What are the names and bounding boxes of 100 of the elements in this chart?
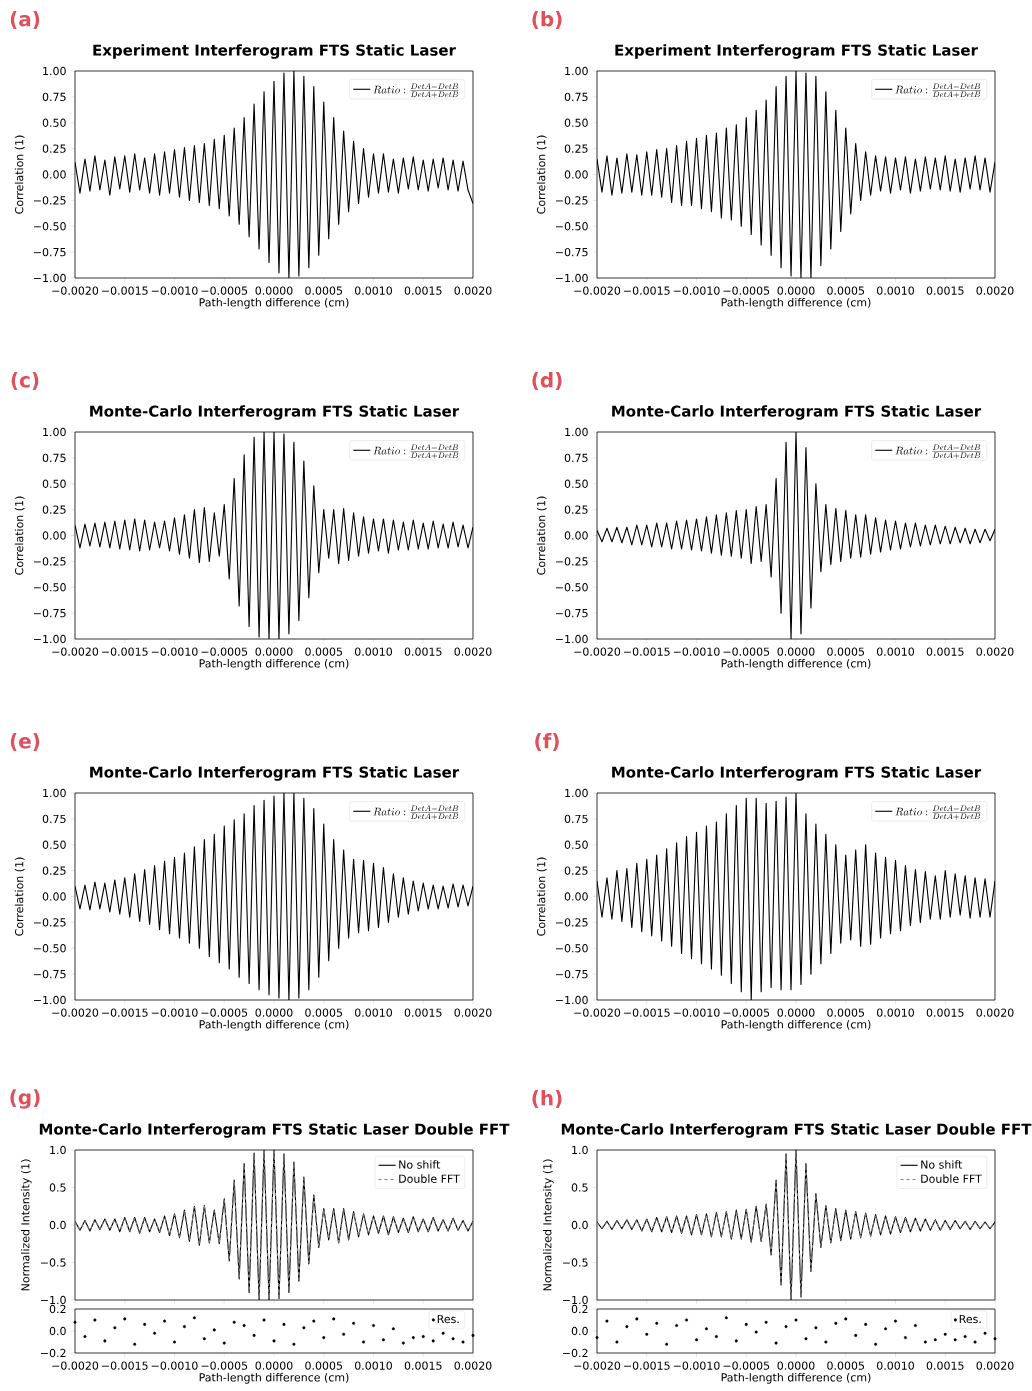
point (854, 1333, 858, 1337)
point (774, 1341, 778, 1345)
x-tick-label: 0.0010 (354, 1361, 392, 1370)
point (993, 1337, 997, 1341)
point (312, 1319, 316, 1323)
x-tick-label: 0.0000 (255, 647, 293, 656)
x-tick-label: 0.0000 (255, 1361, 293, 1370)
point (173, 1340, 176, 1344)
y-tick-label: 0.00 (564, 170, 588, 179)
legend-label: Res. (437, 1314, 459, 1324)
y-tick-label: −0.75 (33, 608, 66, 618)
y-tick-label: 0.25 (42, 144, 66, 153)
y-tick-label: 0.75 (42, 453, 66, 463)
y-axis-title: Correlation (1) (536, 857, 547, 936)
line-series (597, 432, 995, 640)
point (933, 1338, 937, 1342)
x-tick-label: 0.0020 (976, 286, 1014, 295)
x-tick-label: −0.0005 (201, 1008, 248, 1017)
text: (g) (10, 1089, 40, 1109)
y-tick-label: 1.00 (43, 788, 66, 798)
y-tick-label: 0.25 (564, 144, 588, 153)
point (401, 1341, 405, 1345)
x-tick-label: 0.0010 (876, 647, 914, 656)
y-tick-label: −1.00 (33, 273, 66, 283)
legend-label: $Ratio:\frac{DetA-DetB}{DetA+DetB}$ (373, 805, 459, 820)
x-tick-label: 0.0015 (404, 1361, 442, 1370)
y-tick-label: 1.00 (43, 427, 66, 437)
y-tick-label: 0.00 (564, 531, 588, 540)
point (282, 1322, 286, 1326)
x-tick-label: 0.0015 (404, 647, 442, 656)
x-tick-label: 0.0020 (976, 1361, 1014, 1370)
point (362, 1340, 366, 1344)
x-tick-label: −0.0015 (624, 1008, 670, 1017)
point (665, 1342, 669, 1346)
point (834, 1321, 838, 1325)
point (784, 1325, 788, 1329)
text: (a) (10, 11, 40, 29)
y-tick-label: −0.25 (555, 918, 588, 927)
y-tick-label: −1.00 (33, 995, 66, 1005)
x-tick-label: −0.0015 (624, 286, 670, 295)
x-axis-title: Path-length difference (cm) (199, 658, 349, 670)
x-tick-label: 0.0010 (876, 286, 914, 295)
x-tick-label: −0.0020 (52, 647, 99, 656)
point (913, 1324, 917, 1328)
point (615, 1340, 619, 1344)
chart-title: Monte-Carlo Interferogram FTS Static Laser (612, 766, 982, 781)
x-tick-label: 0.0015 (404, 1008, 442, 1017)
point (714, 1335, 718, 1339)
y-tick-label: 0.5 (571, 1183, 588, 1192)
legend-label: $Ratio:\frac{DetA-DetB}{DetA+DetB}$ (373, 444, 459, 459)
point (332, 1317, 336, 1321)
x-tick-label: 0.0005 (305, 286, 343, 295)
point (814, 1326, 818, 1330)
y-tick-label: −1.0 (40, 1295, 66, 1305)
x-tick-label: −0.0020 (52, 286, 99, 295)
y-tick-label: 0.25 (564, 866, 588, 875)
y-tick-label: 0.75 (42, 92, 66, 102)
point (431, 1339, 435, 1343)
x-tick-label: 0.0010 (354, 286, 392, 295)
y-tick-label: 0.00 (564, 892, 588, 901)
x-axis-title: Path-length difference (cm) (721, 1019, 871, 1031)
x-axis-title: Path-length difference (cm) (721, 658, 871, 670)
y-tick-label: −1.00 (33, 634, 66, 644)
x-tick-label: −0.0020 (574, 286, 621, 295)
point (983, 1331, 987, 1335)
x-axis-title: Path-length difference (cm) (199, 297, 349, 309)
y-tick-label: 0.25 (42, 866, 66, 875)
x-axis-title: Path-length difference (cm) (199, 1019, 349, 1031)
y-axis-title: Correlation (1) (536, 496, 547, 575)
point (292, 1342, 296, 1346)
y-tick-label: 1.00 (565, 427, 588, 437)
y-tick-label: −0.25 (33, 918, 66, 927)
point (192, 1316, 196, 1320)
x-tick-label: −0.0020 (52, 1361, 99, 1370)
x-tick-label: 0.0000 (777, 647, 815, 656)
y-tick-label: 0.5 (49, 1183, 66, 1192)
x-tick-label: −0.0005 (723, 1361, 770, 1370)
x-tick-label: 0.0000 (777, 286, 815, 295)
x-axis-title: Path-length difference (cm) (721, 1372, 871, 1384)
x-tick-label: 0.0005 (827, 647, 865, 656)
y-tick-label: 0.50 (42, 840, 66, 849)
point (704, 1327, 708, 1331)
x-tick-label: 0.0015 (926, 647, 964, 656)
text: (d) (532, 372, 562, 390)
point (923, 1340, 927, 1344)
point (391, 1327, 395, 1331)
point (411, 1336, 415, 1340)
chart-title: Monte-Carlo Interferogram FTS Static Laser (90, 766, 460, 781)
y-tick-label: 1.00 (565, 788, 588, 798)
x-tick-label: −0.0015 (624, 647, 670, 656)
y-axis-title: Correlation (1) (14, 857, 25, 936)
y-axis-title: Correlation (1) (536, 135, 547, 214)
point (625, 1325, 629, 1329)
y-tick-label: 0.75 (564, 453, 588, 463)
point (894, 1319, 897, 1323)
point (143, 1322, 147, 1326)
point (252, 1333, 256, 1337)
point (113, 1326, 117, 1330)
text: (h) (532, 1090, 562, 1108)
point (153, 1331, 157, 1335)
